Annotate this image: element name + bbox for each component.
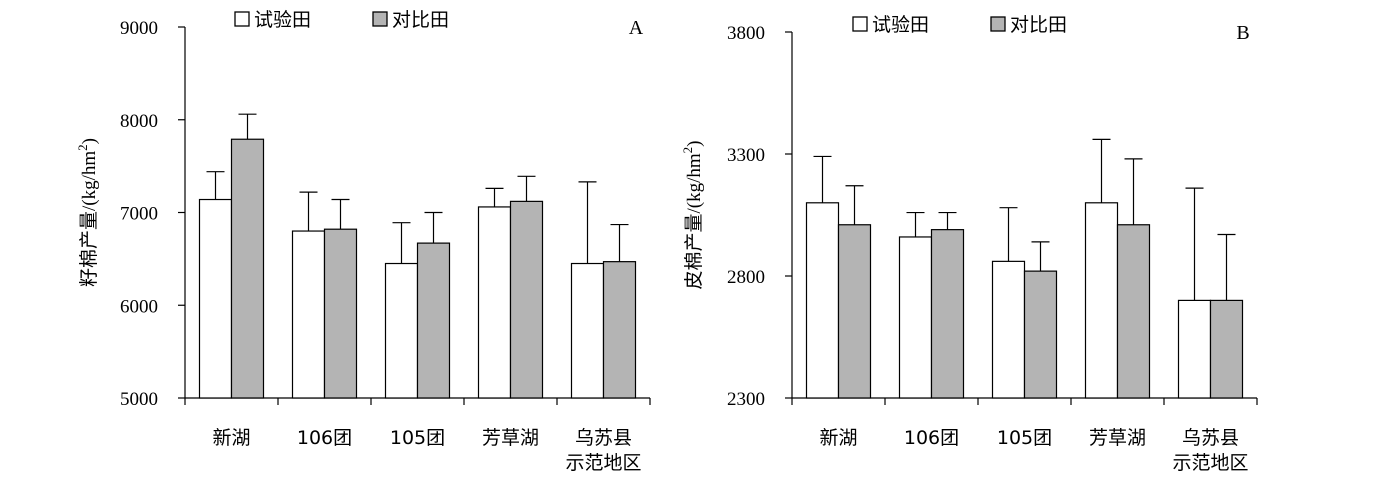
bar-trial [291, 230, 326, 399]
bar-trial [198, 198, 233, 399]
y-tick-label: 7000 [120, 204, 158, 225]
x-category-label: 新湖 [819, 427, 857, 449]
x-category-label: 106团 [297, 427, 352, 449]
bar-trial [898, 236, 933, 399]
x-category-label: 芳草湖 [1089, 427, 1146, 449]
legend-swatch-trial [852, 16, 868, 32]
y-tick-label: 2800 [727, 267, 765, 288]
bar-trial [570, 262, 605, 399]
y-tick-label: 9000 [120, 18, 158, 39]
bar-control [1116, 224, 1151, 399]
x-category-label: 新湖 [212, 427, 250, 449]
bar-control [1023, 270, 1058, 399]
y-axis-label: 皮棉产量/(kg/hm2) [680, 141, 705, 290]
bar-control [509, 200, 544, 399]
legend-label: 试验田 [254, 9, 311, 31]
bar-control [416, 242, 451, 399]
y-tick-label: 2300 [727, 389, 765, 410]
y-axis-label: 籽棉产量/(kg/hm2) [75, 138, 100, 287]
bar-trial [1084, 202, 1119, 399]
panel-letter: B [1236, 22, 1249, 44]
x-category-label: 示范地区 [565, 452, 641, 474]
y-tick-label: 3300 [727, 145, 765, 166]
bar-trial [991, 260, 1026, 399]
x-category-label: 106团 [904, 427, 959, 449]
bar-trial [805, 202, 840, 399]
legend-label: 对比田 [392, 9, 449, 31]
y-tick-label: 5000 [120, 389, 158, 410]
bar-trial [384, 262, 419, 399]
x-category-label: 105团 [390, 427, 445, 449]
bar-control [930, 229, 965, 399]
legend-swatch-control [372, 11, 388, 27]
legend-label: 试验田 [872, 14, 929, 36]
y-tick-label: 6000 [120, 296, 158, 317]
y-tick-label: 8000 [120, 111, 158, 132]
legend-label: 对比田 [1010, 14, 1067, 36]
bar-control [602, 261, 637, 399]
bar-control [1209, 299, 1244, 399]
panel-letter: A [629, 17, 644, 39]
bar-trial [477, 206, 512, 399]
x-category-label: 芳草湖 [482, 427, 539, 449]
bar-control [837, 224, 872, 399]
bar-trial [1177, 299, 1212, 399]
legend-swatch-trial [234, 11, 250, 27]
legend-swatch-control [990, 16, 1006, 32]
bar-control [323, 228, 358, 399]
bar-control [230, 138, 265, 399]
chart-panel-a: 5000 6000 7000 8000 9000 新湖 106团 105团 芳草湖 乌苏县示范地区… [75, 9, 651, 474]
x-category-label: 示范地区 [1172, 452, 1248, 474]
x-category-label: 乌苏县 [575, 427, 632, 449]
y-tick-label: 3800 [727, 23, 765, 44]
x-category-label: 乌苏县 [1182, 427, 1239, 449]
x-category-label: 105团 [997, 427, 1052, 449]
